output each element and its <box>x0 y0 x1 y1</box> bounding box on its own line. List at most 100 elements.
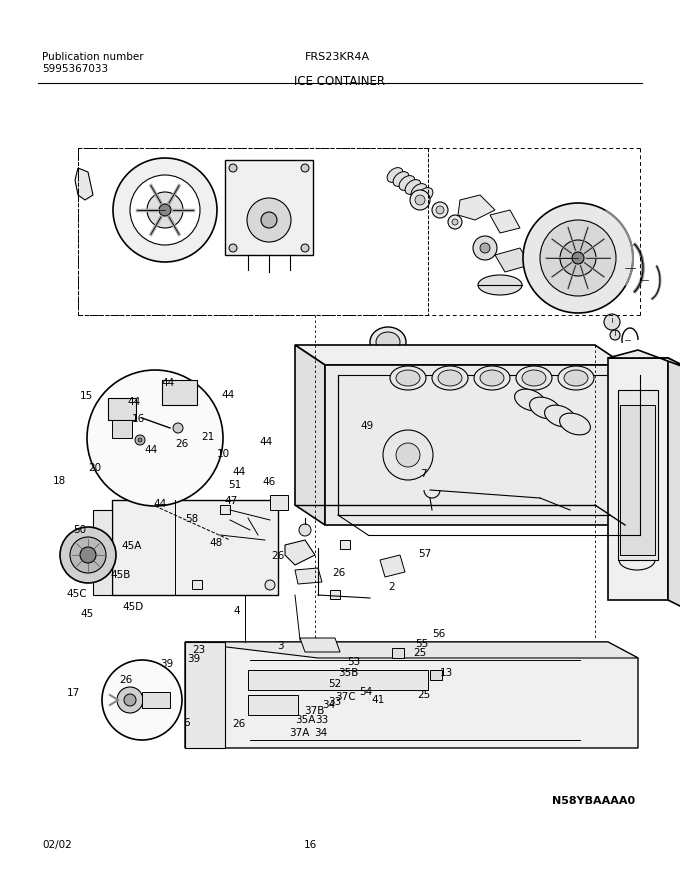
Circle shape <box>102 660 182 740</box>
Text: 45C: 45C <box>67 589 87 600</box>
Text: 57: 57 <box>418 549 431 560</box>
Circle shape <box>229 164 237 172</box>
Circle shape <box>60 527 116 583</box>
Polygon shape <box>325 365 625 525</box>
Bar <box>270 495 288 510</box>
Polygon shape <box>185 642 638 658</box>
Bar <box>248 670 428 690</box>
Ellipse shape <box>376 332 400 352</box>
Text: 37B: 37B <box>305 706 325 716</box>
Circle shape <box>432 202 448 218</box>
Polygon shape <box>295 345 625 365</box>
Polygon shape <box>295 345 325 525</box>
Circle shape <box>265 580 275 590</box>
Text: 13: 13 <box>439 668 453 679</box>
Circle shape <box>124 694 136 706</box>
Text: 6: 6 <box>184 718 190 728</box>
Polygon shape <box>285 540 315 565</box>
Circle shape <box>229 244 237 252</box>
Ellipse shape <box>396 370 420 386</box>
Text: 52: 52 <box>328 679 341 689</box>
Bar <box>220 505 230 514</box>
Text: 26: 26 <box>119 674 133 685</box>
Circle shape <box>87 370 223 506</box>
Text: 56: 56 <box>432 629 445 640</box>
Circle shape <box>610 330 620 340</box>
Text: 55: 55 <box>415 639 429 649</box>
Text: 37C: 37C <box>335 692 356 702</box>
Circle shape <box>415 195 425 205</box>
Text: 2: 2 <box>388 581 395 592</box>
Text: 51: 51 <box>228 480 241 490</box>
Polygon shape <box>185 642 225 748</box>
Circle shape <box>480 243 490 253</box>
Text: 26: 26 <box>332 567 345 578</box>
Circle shape <box>436 206 444 214</box>
Bar <box>340 540 350 549</box>
Circle shape <box>70 537 106 573</box>
Bar <box>112 420 132 438</box>
Text: 58: 58 <box>185 514 199 524</box>
Text: 21: 21 <box>201 432 214 442</box>
Circle shape <box>604 314 620 330</box>
Circle shape <box>572 252 584 264</box>
Ellipse shape <box>405 180 421 195</box>
Ellipse shape <box>393 171 409 186</box>
Text: 45A: 45A <box>121 541 141 551</box>
Polygon shape <box>75 168 93 200</box>
Ellipse shape <box>564 370 588 386</box>
Text: 34: 34 <box>314 727 328 738</box>
Bar <box>142 692 170 708</box>
Text: 48: 48 <box>209 538 223 548</box>
Circle shape <box>410 190 430 210</box>
Polygon shape <box>495 248 530 272</box>
Ellipse shape <box>438 370 462 386</box>
Text: 45: 45 <box>80 608 94 619</box>
Text: 44: 44 <box>161 378 175 388</box>
Text: 54: 54 <box>359 687 373 697</box>
Bar <box>392 648 404 658</box>
Text: 16: 16 <box>303 840 317 850</box>
Polygon shape <box>608 350 680 370</box>
Circle shape <box>523 203 633 313</box>
Text: 7: 7 <box>420 468 427 479</box>
Text: 53: 53 <box>347 657 360 667</box>
Ellipse shape <box>399 176 415 190</box>
Text: Publication number: Publication number <box>42 52 143 62</box>
Text: 20: 20 <box>88 462 102 473</box>
Text: 17: 17 <box>67 688 80 699</box>
Polygon shape <box>93 510 112 595</box>
Text: 41: 41 <box>371 694 385 705</box>
Polygon shape <box>668 358 680 612</box>
Bar <box>330 590 340 599</box>
Ellipse shape <box>474 366 510 390</box>
Circle shape <box>147 192 183 228</box>
Text: 44: 44 <box>221 389 235 400</box>
Circle shape <box>301 164 309 172</box>
Ellipse shape <box>515 389 545 411</box>
Text: 44: 44 <box>127 397 141 408</box>
Text: 23: 23 <box>192 645 206 655</box>
Circle shape <box>80 547 96 563</box>
Text: 25: 25 <box>413 647 427 658</box>
Polygon shape <box>608 358 668 600</box>
Circle shape <box>135 435 145 445</box>
Text: 5995367033: 5995367033 <box>42 64 108 74</box>
Bar <box>108 398 136 420</box>
Polygon shape <box>112 500 278 595</box>
Polygon shape <box>300 638 340 652</box>
Text: 45B: 45B <box>111 570 131 580</box>
Circle shape <box>299 524 311 536</box>
Text: 26: 26 <box>175 439 189 449</box>
Text: 26: 26 <box>233 719 246 729</box>
Ellipse shape <box>560 413 590 434</box>
Text: 4: 4 <box>233 606 240 616</box>
Polygon shape <box>490 210 520 233</box>
Circle shape <box>130 175 200 245</box>
Bar <box>430 670 442 680</box>
Polygon shape <box>295 568 322 584</box>
Ellipse shape <box>545 405 575 427</box>
Circle shape <box>261 212 277 228</box>
Ellipse shape <box>480 370 504 386</box>
Text: 50: 50 <box>73 525 87 535</box>
